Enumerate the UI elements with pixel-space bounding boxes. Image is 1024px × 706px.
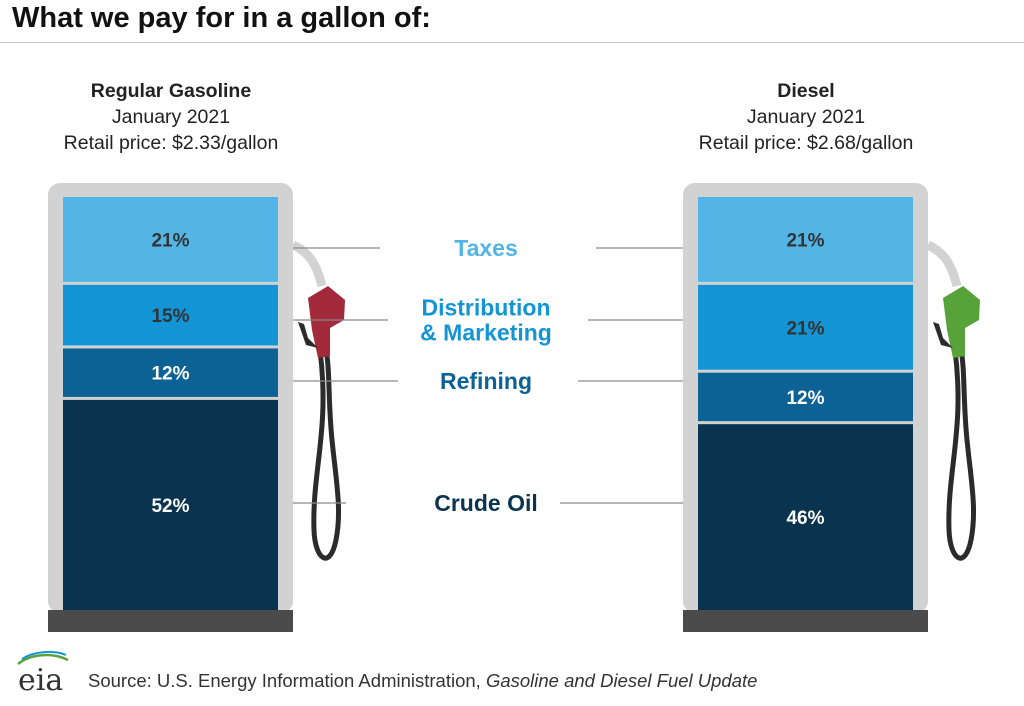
gasoline-crude-oil-label: 52% [151, 496, 189, 517]
gasoline-refining-label: 12% [151, 364, 189, 385]
diesel-header: Diesel January 2021 Retail price: $2.68/… [656, 78, 956, 156]
gasoline-taxes-label: 21% [151, 230, 189, 251]
gasoline-taxes-segment [63, 197, 278, 282]
gasoline-distribution-marketing-label: 15% [151, 306, 189, 327]
diesel-crude-oil-segment [698, 424, 913, 610]
source-prefix: Source: U.S. Energy Information Administ… [88, 670, 486, 691]
title-divider [0, 42, 1024, 43]
diesel-distribution-marketing-segment [698, 284, 913, 370]
legend-crude-oil: Crude Oil [434, 490, 538, 516]
chart-segments: 21% 15% 12% 52% 21% 21% 12% 46% [63, 197, 913, 610]
gasoline-header-price: Retail price: $2.33/gallon [63, 132, 279, 154]
legend-taxes: Taxes [454, 235, 518, 261]
gasoline-header: Regular Gasoline January 2021 Retail pri… [21, 78, 321, 156]
diesel-nozzle-icon [925, 240, 980, 561]
diesel-distribution-marketing-label: 21% [786, 318, 824, 339]
diesel-header-name: Diesel [777, 80, 835, 102]
legend-refining: Refining [440, 368, 532, 394]
diesel-refining-label: 12% [786, 388, 824, 409]
legend-guide-lines [293, 247, 683, 504]
diesel-refining-segment [698, 372, 913, 422]
gasoline-pump-base [48, 610, 293, 632]
gasoline-crude-oil-segment [63, 399, 278, 610]
diesel-header-date: January 2021 [746, 106, 866, 128]
diesel-pump-base [683, 610, 928, 632]
gasoline-header-date: January 2021 [111, 106, 231, 128]
source-title: Gasoline and Diesel Fuel Update [485, 670, 758, 691]
eia-logo-text: eia [18, 663, 63, 698]
gasoline-distribution-marketing-segment [63, 284, 278, 346]
diesel-header-price: Retail price: $2.68/gallon [698, 132, 914, 154]
diesel-crude-oil-label: 46% [786, 508, 824, 529]
diesel-taxes-segment [698, 197, 913, 282]
page-title: What we pay for in a gallon of: [12, 2, 431, 34]
eia-logo: eia [17, 650, 69, 698]
legend-distribution-marketing: Distribution & Marketing [420, 295, 552, 346]
gasoline-refining-segment [63, 348, 278, 397]
source-note: Source: U.S. Energy Information Administ… [88, 670, 757, 692]
footer: eia Source: U.S. Energy Information Admi… [0, 648, 1024, 706]
chart-legend: Taxes Distribution & Marketing Refining Crud… [420, 235, 552, 516]
gasoline-nozzle-icon [290, 240, 345, 561]
gasoline-header-name: Regular Gasoline [90, 80, 252, 102]
diesel-taxes-label: 21% [786, 230, 824, 251]
